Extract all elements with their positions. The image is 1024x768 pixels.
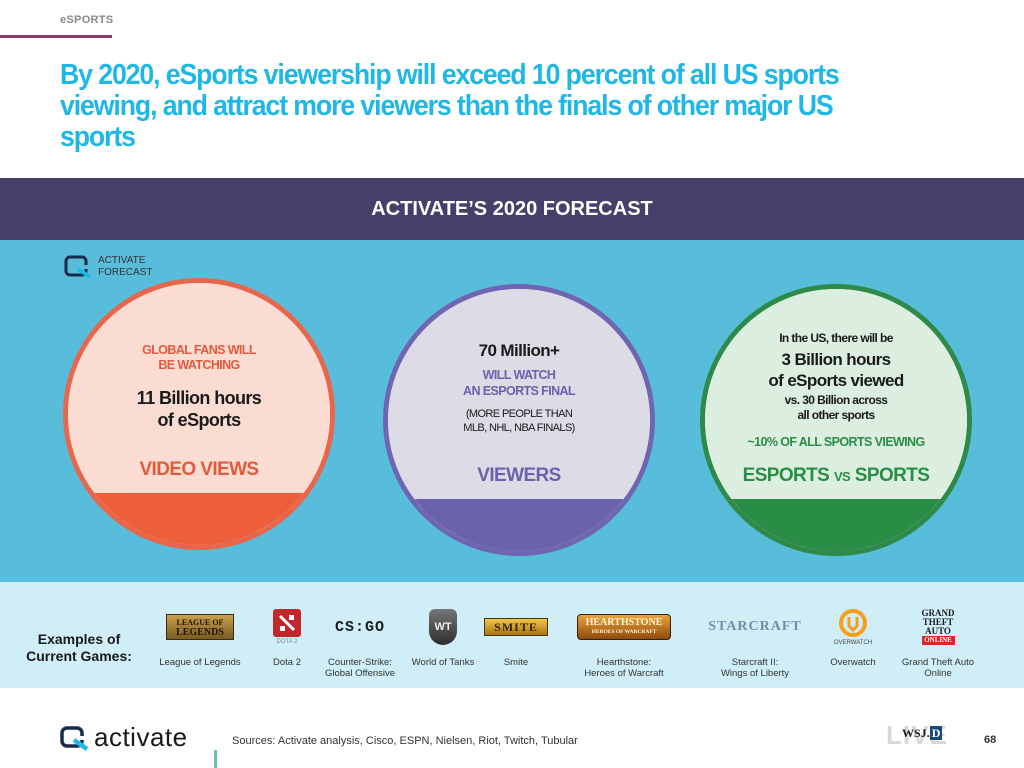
viewers-headline: 70 Million+ (478, 341, 560, 360)
viewers-note-line1: (MORE PEOPLE THAN (465, 408, 573, 420)
gta-online-logo: GRAND THEFT AUTO ONLINE (921, 608, 955, 645)
page-headline: By 2020, eSports viewership will exceed … (60, 59, 840, 153)
examples-label-line1: Examples of (37, 631, 121, 647)
game-dota-2: DOTA 2 Dota 2 (262, 600, 312, 668)
game-league-of-legends: LEAGUE OF LEGENDS League of Legends (155, 600, 245, 668)
video-views-main-line1: 11 Billion hours (136, 388, 262, 408)
game-starcraft-ii: STARCRAFT Starcraft II: Wings of Liberty (705, 600, 805, 679)
hearthstone-logo: HEARTHSTONE HEROES OF WARCRAFT (577, 600, 671, 654)
csgo-logo: CS:GO (334, 618, 385, 636)
brand-wordmark: activate (94, 722, 188, 752)
examples-label: Examples of Current Games: (14, 631, 144, 665)
game-world-of-tanks: WT World of Tanks (405, 600, 481, 668)
badge-line1: ACTIVATE (98, 255, 146, 266)
footer-brand: activate (60, 722, 188, 753)
label-esports: ESPORTS (742, 465, 830, 486)
viewers-sub-line2: AN ESPORTS FINAL (463, 384, 576, 398)
overwatch-logo: OVERWATCH (834, 600, 872, 654)
esports-vs-sports-band (705, 499, 967, 551)
section-rule (0, 35, 112, 38)
activate-logo-icon (64, 255, 92, 279)
examples-label-line2: Current Games: (26, 648, 132, 664)
esports-vs-sports-label: ESPORTS VS SPORTS (705, 465, 967, 487)
game-smite: SMITE Smite (482, 600, 550, 668)
banner-title: ACTIVATE’S 2020 FORECAST (371, 197, 653, 220)
game-counter-strike: CS:GO Counter-Strike: Global Offensive (318, 600, 402, 680)
esports-pct: ~10% OF ALL SPORTS VIEWING (747, 435, 925, 449)
activate-brand-icon (60, 725, 89, 751)
label-vs: VS (833, 469, 851, 484)
video-views-main-line2: of eSports (157, 410, 241, 430)
game-grand-theft-auto-online: GRAND THEFT AUTO ONLINE Grand Theft Auto… (894, 600, 982, 680)
video-views-band (68, 493, 330, 545)
viewers-label: VIEWERS (477, 465, 561, 486)
sources-note: Sources: Activate analysis, Cisco, ESPN,… (232, 735, 578, 747)
page-number: 68 (984, 734, 997, 746)
forecast-banner: ACTIVATE’S 2020 FORECAST (0, 178, 1024, 240)
esports-vs-line1: vs. 30 Billion across (784, 393, 888, 407)
viewers-sub-line1: WILL WATCH (482, 368, 556, 382)
footer-accent-bar (214, 750, 217, 768)
dota-2-logo: DOTA 2 (273, 600, 301, 654)
starcraft-logo: STARCRAFT (708, 619, 802, 634)
badge-line2: FORECAST (98, 267, 153, 278)
viewers-circle: 70 Million+ WILL WATCH AN ESPORTS FINAL … (383, 284, 655, 556)
wsj-d-live-logo: LIVE WSJ. D (886, 720, 948, 750)
video-views-label: VIDEO VIEWS (139, 459, 259, 480)
activate-forecast-badge: ACTIVATE FORECAST (64, 255, 152, 279)
esports-vs-line2: all other sports (797, 408, 875, 422)
label-sports: SPORTS (854, 465, 930, 486)
viewers-note-line2: MLB, NHL, NBA FINALS) (463, 422, 575, 434)
viewers-band (388, 499, 650, 551)
esports-vs-sports-circle: In the US, there will be 3 Billion hours… (700, 284, 972, 556)
video-views-top-line1: GLOBAL FANS WILL (142, 343, 256, 357)
smite-logo: SMITE (484, 600, 548, 654)
game-overwatch: OVERWATCH Overwatch (822, 600, 884, 668)
video-views-top-line2: BE WATCHING (158, 358, 240, 372)
esports-main-line2: of eSports viewed (768, 371, 904, 390)
esports-main-line1: 3 Billion hours (781, 350, 891, 369)
league-of-legends-logo: LEAGUE OF LEGENDS (166, 600, 234, 654)
world-of-tanks-logo: WT (429, 600, 457, 654)
section-tag: eSPORTS (60, 14, 114, 26)
game-hearthstone: HEARTHSTONE HEROES OF WARCRAFT Hearthsto… (572, 600, 676, 679)
esports-intro: In the US, there will be (779, 331, 893, 345)
video-views-circle: GLOBAL FANS WILL BE WATCHING 11 Billion … (63, 278, 335, 550)
